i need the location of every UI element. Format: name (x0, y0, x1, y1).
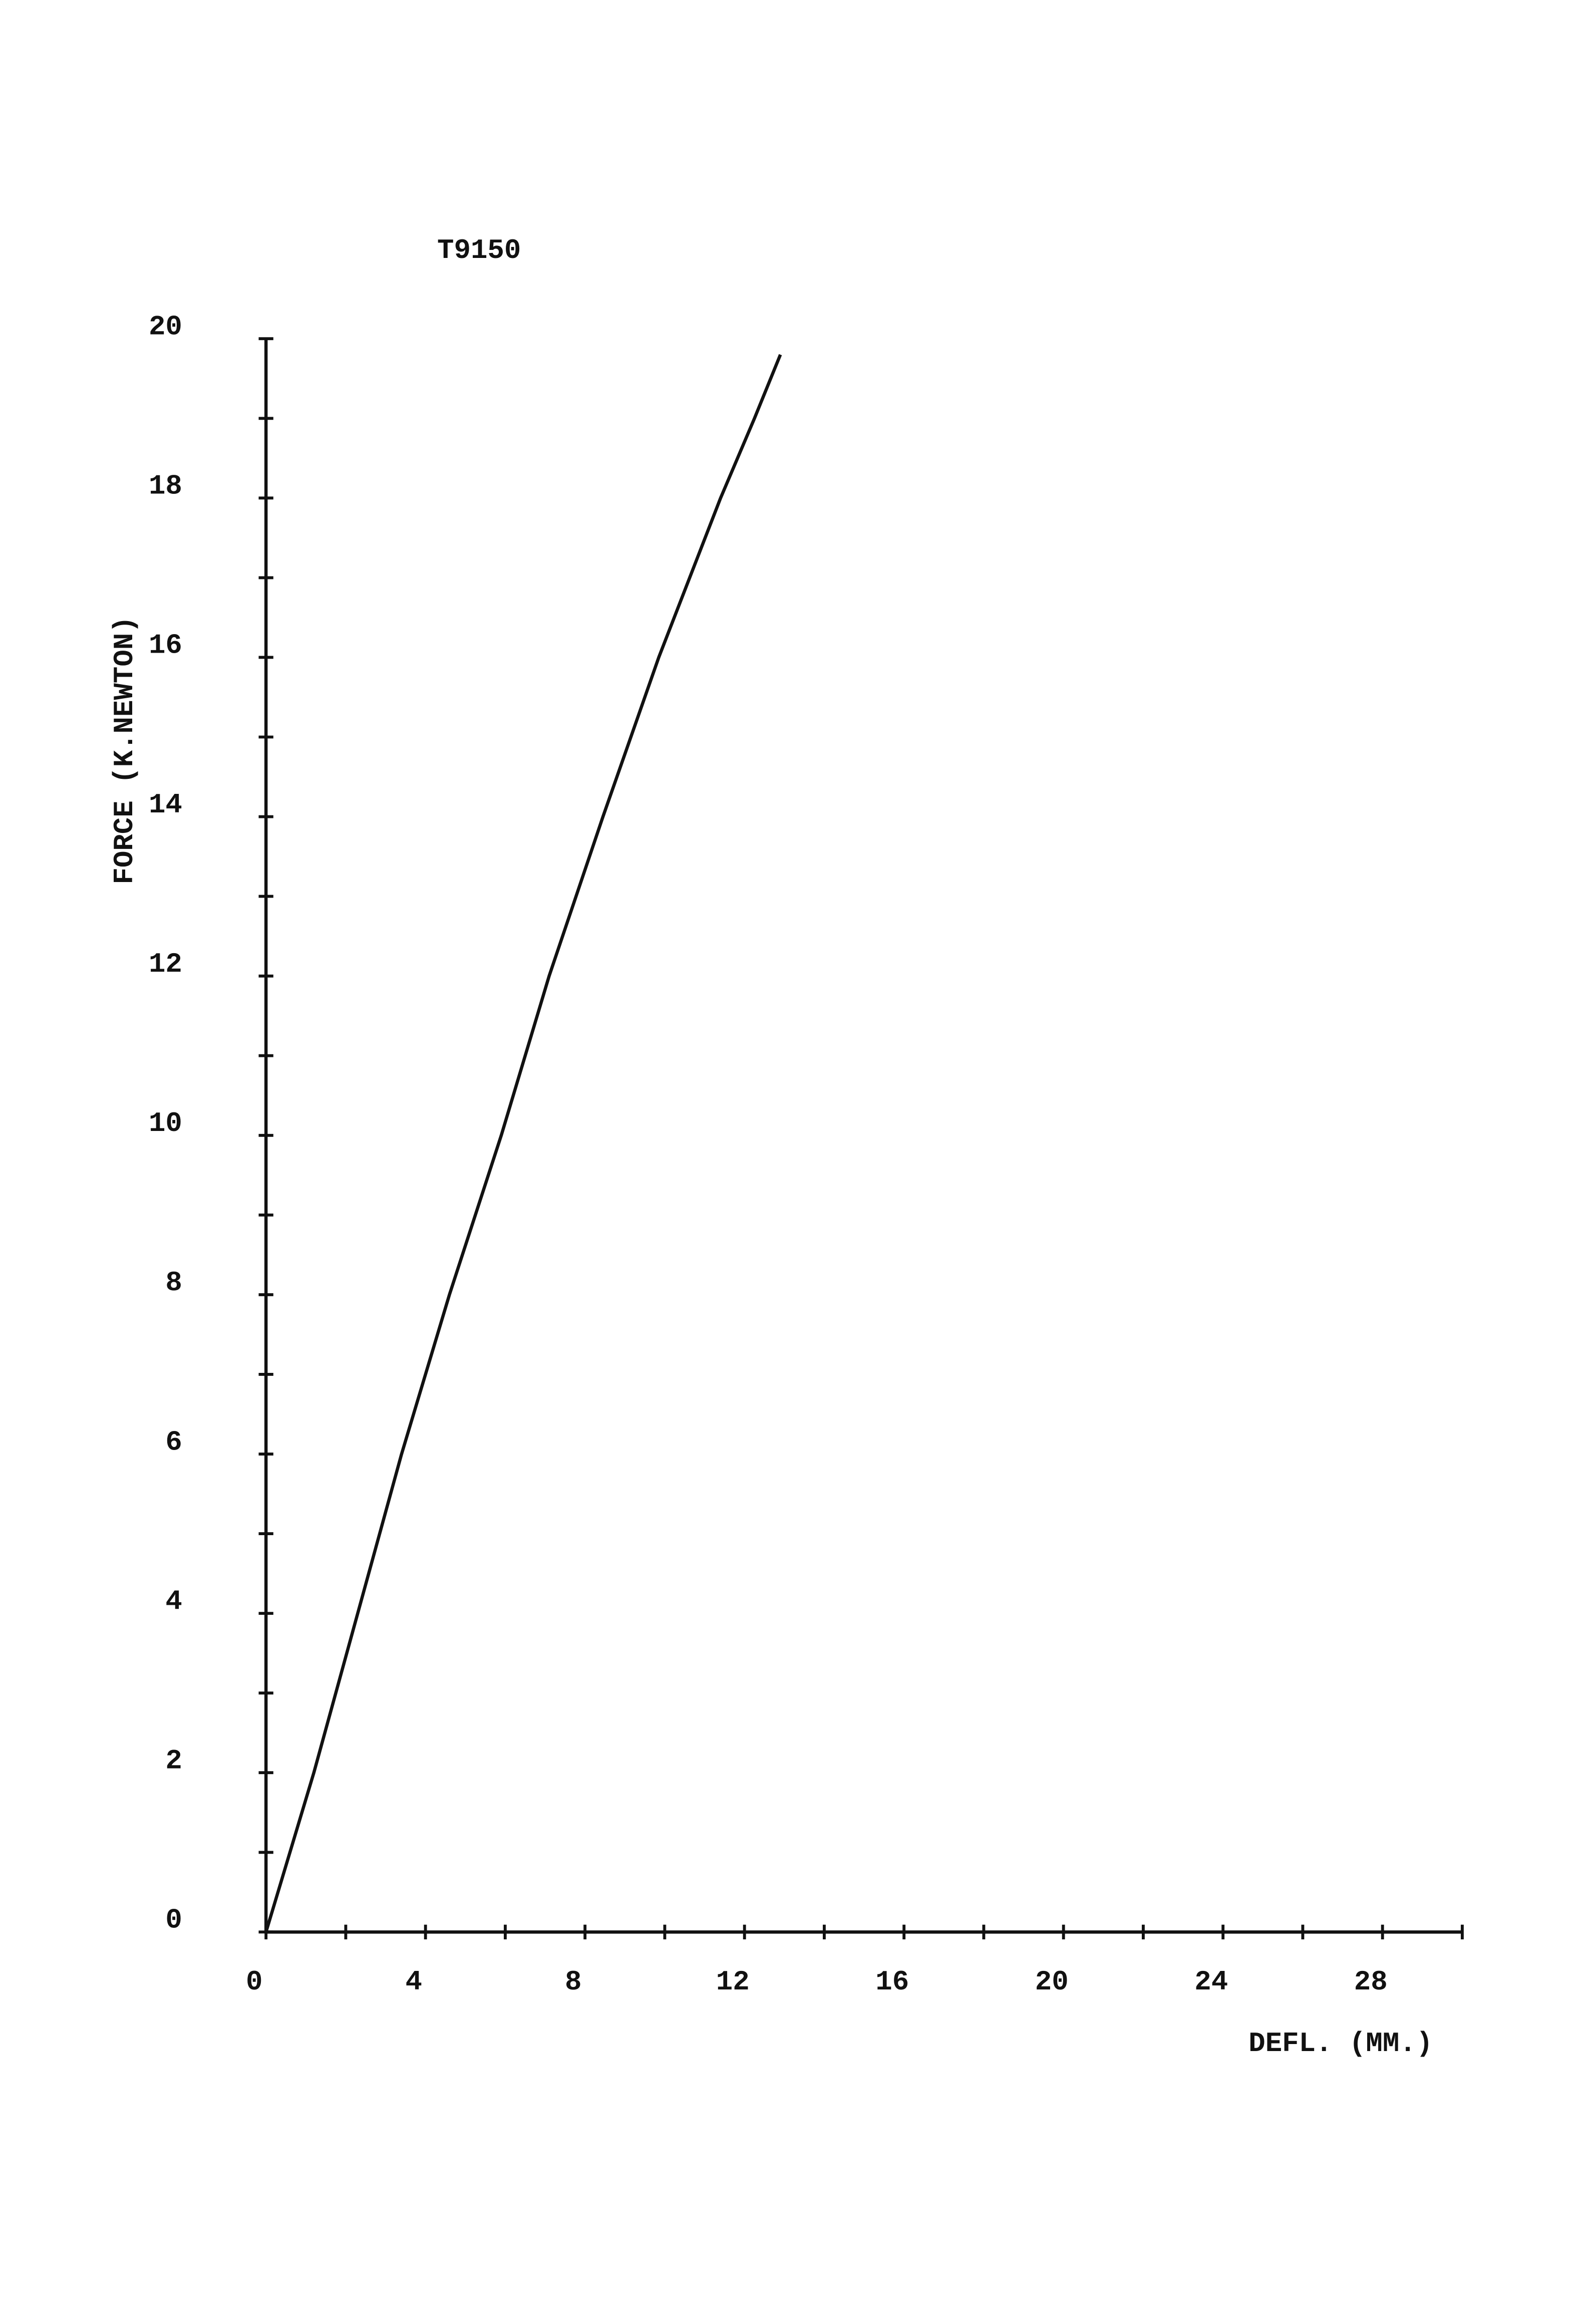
y-tick-label: 4 (165, 1586, 182, 1617)
y-tick-label: 18 (149, 471, 182, 502)
x-tick-label: 8 (565, 1966, 581, 1998)
y-tick-label: 14 (149, 789, 182, 821)
x-tick-label: 16 (875, 1966, 909, 1998)
y-axis-label: FORCE (K.NEWTON) (109, 616, 141, 884)
y-tick-label: 12 (149, 949, 182, 980)
chart-title: T9150 (437, 235, 521, 266)
y-tick-label: 16 (149, 630, 182, 662)
data-line (264, 354, 782, 1933)
x-tick-label: 24 (1194, 1966, 1228, 1998)
x-axis-label: DEFL. (MM.) (1248, 2028, 1433, 2060)
y-tick-label: 0 (165, 1905, 182, 1936)
y-tick-label: 6 (165, 1426, 182, 1458)
y-tick-label: 10 (149, 1108, 182, 1139)
y-tick-label: 2 (165, 1745, 182, 1777)
y-tick-label: 8 (165, 1267, 182, 1299)
x-tick-label: 0 (246, 1966, 262, 1998)
x-tick-label: 4 (405, 1966, 422, 1998)
x-tick-label: 20 (1035, 1966, 1069, 1998)
x-tick-label: 28 (1354, 1966, 1388, 1998)
y-tick-label: 20 (149, 311, 182, 343)
x-tick-label: 12 (716, 1966, 750, 1998)
